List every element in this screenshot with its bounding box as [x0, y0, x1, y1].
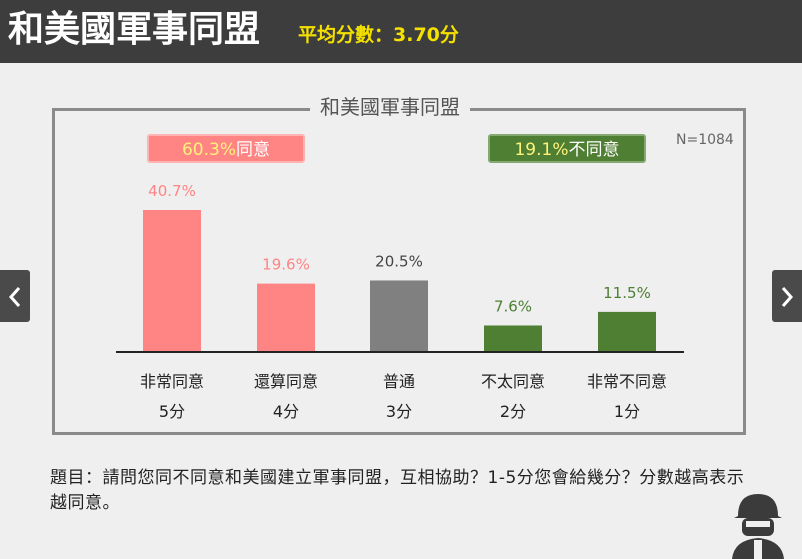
bar-4 — [484, 325, 542, 352]
disagree-label: 不同意 — [568, 140, 620, 160]
category-label: 不太同意 — [480, 372, 545, 391]
question-text: 題目：請問您同不同意和美國建立軍事同盟，互相協助？1-5分您會給幾分？分數越高表… — [50, 468, 745, 513]
chart-title: 和美國軍事同盟 — [310, 94, 470, 120]
category-label: 還算同意 — [253, 372, 318, 391]
score-label: 3分 — [385, 402, 413, 421]
bar-value-label: 20.5% — [375, 252, 423, 270]
next-button[interactable] — [772, 270, 802, 322]
disagree-percent: 19.1% — [514, 140, 569, 160]
bar-value-label: 7.6% — [494, 297, 532, 315]
agree-label: 同意 — [236, 140, 270, 160]
score-label: 5分 — [158, 402, 186, 421]
soldier-icon — [732, 494, 784, 559]
bar-5 — [598, 311, 656, 352]
average-score: 平均分數：3.70分 — [298, 24, 459, 46]
chevron-left-icon — [8, 287, 21, 307]
agree-percent: 60.3% — [181, 140, 236, 160]
disagree-summary-badge: 19.1%不同意 — [488, 134, 646, 163]
prev-button[interactable] — [0, 270, 30, 322]
category-label: 非常同意 — [139, 372, 204, 391]
bar-3 — [370, 280, 428, 352]
bar-1 — [143, 210, 201, 352]
sample-size: N=1084 — [676, 132, 734, 148]
score-label: 4分 — [272, 402, 300, 421]
bar-value-label: 19.6% — [262, 256, 310, 274]
agree-summary-badge: 60.3%同意 — [147, 134, 305, 163]
category-label: 非常不同意 — [586, 372, 667, 391]
page-title: 和美國軍事同盟 — [8, 9, 261, 50]
header-bar — [0, 0, 802, 63]
bar-2 — [257, 283, 315, 352]
bar-value-label: 40.7% — [148, 182, 196, 200]
chevron-right-icon — [781, 287, 794, 307]
bar-value-label: 11.5% — [603, 284, 651, 302]
score-label: 1分 — [613, 402, 641, 421]
category-label: 普通 — [382, 372, 415, 391]
score-label: 2分 — [499, 402, 527, 421]
